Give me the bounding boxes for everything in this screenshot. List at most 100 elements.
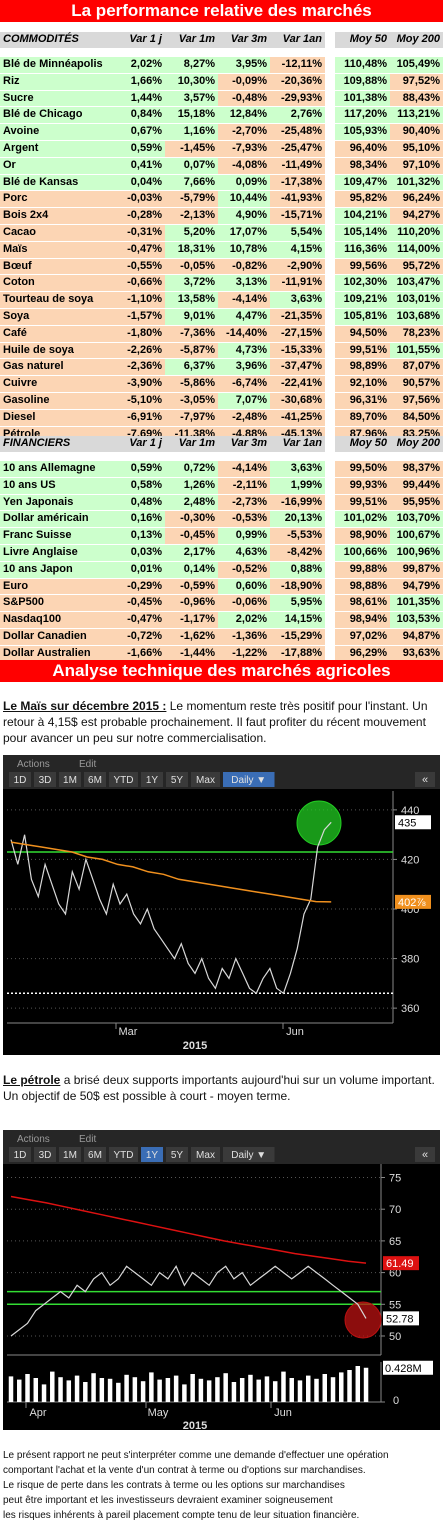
cell: 4,15% [270,241,325,259]
y-tick-label: 75 [389,1173,401,1185]
range-label: 1Y [146,775,159,786]
cell: -29,93% [270,90,325,108]
column-header: Moy 200 [390,32,443,49]
cell: Cacao [0,224,115,242]
cell: 114,00% [390,241,443,259]
cell: 0,59% [115,460,165,478]
cell: 98,90% [335,527,390,545]
cell: Blé de Minnéapolis [0,56,115,74]
row: 10 ans Japon 0,01% 0,14% -0,52% 0,88% 99,88% 9… [0,561,443,579]
disclaimer-line: comportant l'achat et la vente d'un cont… [3,1465,366,1476]
column-header: Var 3m [218,32,270,49]
y-tick-label: 380 [401,954,419,966]
disclaimer-line: les risques inhérents à pareil placement… [3,1510,360,1521]
cell: 2,02% [115,56,165,74]
range-label: 5Y [171,1150,184,1161]
collapse-button[interactable] [415,1147,435,1162]
cell: 12,84% [218,106,270,125]
row: Huile de soya -2,26% -5,87% 4,73% -15,33% 99,… [0,342,443,360]
row: Avoine 0,67% 1,16% -2,70% -25,48% 105,93% 90,4… [0,123,443,141]
cell: 15,18% [165,106,218,125]
range-button[interactable] [84,1147,106,1162]
cell: -15,33% [270,342,325,360]
range-button[interactable] [141,1147,163,1162]
cell: 3,63% [270,460,325,478]
cell: 2,17% [165,544,218,562]
row: Gas naturel -2,36% 6,37% 3,96% -37,47% 98,89%… [0,358,443,377]
last-value-label: 52.78 [386,1313,414,1325]
range-button[interactable] [34,772,56,787]
range-button[interactable] [141,772,163,787]
range-label: 1D [14,1150,27,1161]
cell: 97,56% [390,392,443,410]
range-button[interactable] [59,1147,81,1162]
cell: 98,34% [335,157,390,175]
range-button[interactable] [9,772,31,787]
cell: 116,36% [335,241,390,259]
range-label: 3D [39,1150,52,1161]
row: Cuivre -3,90% -5,86% -6,74% -22,41% 92,10% 90,… [0,375,443,393]
y-tick-label: 0 [393,1395,399,1407]
cell: 87,07% [390,358,443,377]
row: Bois 2x4 -0,28% -2,13% 4,90% -15,71% 104,21% 9… [0,207,443,225]
lead: Le pétrole [3,1073,61,1087]
column-header: Var 1m [165,32,218,49]
cell: Avoine [0,123,115,141]
chart: Actions Edit 1D 3D 1M 6M YTD 1Y 5Y Max Daily ▼ « 75 7… [3,1130,440,1430]
collapse-label: « [422,1149,428,1161]
range-button[interactable] [223,1147,275,1162]
range-button[interactable] [191,1147,220,1162]
disclaimer: Le présent rapport ne peut s'interpréter… [3,1448,389,1523]
cell: 7,66% [165,174,218,192]
range-button[interactable] [59,772,81,787]
volume-bar [173,1375,179,1402]
last-value-box [383,1311,419,1326]
volume-bar [239,1378,245,1402]
cell: Coton [0,274,115,293]
cell: -0,09% [218,73,270,91]
volume-bar [25,1374,30,1402]
collapse-button[interactable] [415,772,435,787]
cell: 10,78% [218,241,270,259]
gap [325,325,335,343]
range-label: YTD [114,1150,134,1161]
gap [325,90,335,108]
column-header: Var 1m [165,436,218,453]
cell: 101,02% [335,510,390,529]
row: Riz 1,66% 10,30% -0,09% -20,36% 109,88% 97,52% [0,73,443,91]
cell: -1,44% [165,645,218,663]
cell: Bois 2x4 [0,207,115,225]
cell: 96,40% [335,140,390,158]
volume-bar [149,1372,154,1402]
volume-bar [289,1378,294,1402]
volume-bar [132,1377,138,1402]
cell: 95,72% [390,258,443,276]
cell: 98,88% [335,578,390,596]
cell: -21,35% [270,308,325,326]
range-button[interactable] [191,772,220,787]
range-button[interactable] [109,772,138,787]
cell: 100,96% [390,544,443,562]
range-button[interactable] [166,772,188,787]
cell: -0,52% [218,561,270,579]
paragraph: Le Maïs sur décembre 2015 : Le momentum … [3,698,440,746]
cell: -2,48% [218,409,270,427]
volume-bar [66,1380,72,1402]
range-button[interactable] [223,772,275,787]
gap [325,157,335,175]
gap [325,308,335,326]
range-button[interactable] [34,1147,56,1162]
cell: -1,36% [218,628,270,646]
y-tick-label: 50 [389,1331,401,1343]
spacer-cell [0,48,443,57]
range-button[interactable] [166,1147,188,1162]
cell: -4,14% [218,291,270,309]
cell: -6,74% [218,375,270,393]
range-button[interactable] [109,1147,138,1162]
volume-bar [347,1370,352,1402]
cell: 94,87% [390,628,443,646]
menu-item: Edit [79,759,96,770]
volume-bar [107,1378,113,1402]
range-button[interactable] [9,1147,31,1162]
range-button[interactable] [84,772,106,787]
